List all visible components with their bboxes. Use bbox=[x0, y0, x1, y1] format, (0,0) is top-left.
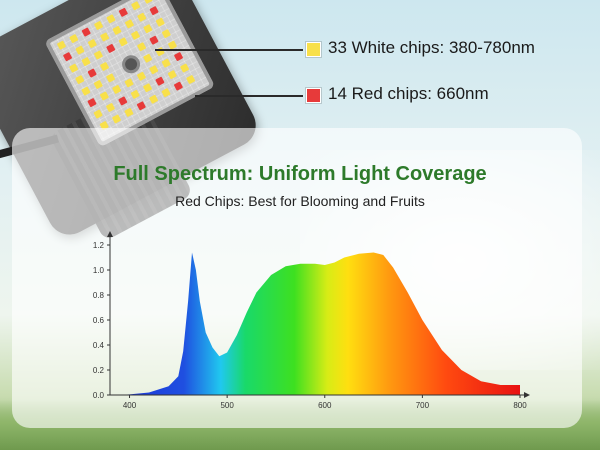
white-led-chip bbox=[105, 73, 116, 83]
white-led-chip bbox=[111, 84, 122, 95]
x-tick-label: 500 bbox=[220, 401, 234, 410]
white-led-chip bbox=[161, 87, 171, 98]
white-led-chip bbox=[136, 42, 147, 52]
white-led-chip bbox=[142, 53, 153, 63]
x-tick-label: 700 bbox=[416, 401, 430, 410]
white-led-chip bbox=[149, 64, 159, 75]
white-led-chip bbox=[186, 74, 196, 85]
red-led-chip bbox=[173, 51, 184, 62]
white-led-chip bbox=[143, 0, 153, 4]
spectrum-chart: 0.0 0.2 0.4 0.6 0.8 1.0 1.2 400 500 600 700 800 bbox=[93, 231, 530, 410]
white-led-chip bbox=[136, 71, 147, 82]
white-chip-label: 33 White chips: 380-780nm bbox=[328, 38, 535, 57]
white-led-chip bbox=[93, 20, 104, 31]
white-led-chip bbox=[161, 28, 172, 39]
white-chip-leader-line bbox=[155, 49, 303, 51]
center-dot-icon bbox=[122, 56, 140, 73]
y-tick-label: 0.0 bbox=[93, 391, 105, 400]
white-led-chip bbox=[68, 63, 79, 73]
white-led-chip bbox=[137, 12, 147, 22]
white-led-chip bbox=[81, 86, 91, 96]
red-led-chip bbox=[118, 96, 128, 106]
spectrum-area bbox=[110, 252, 520, 395]
white-led-chip bbox=[106, 14, 116, 24]
red-led-chip bbox=[173, 81, 184, 91]
white-led-chip bbox=[75, 45, 85, 55]
red-led-chip bbox=[106, 43, 116, 54]
white-led-chip bbox=[124, 19, 135, 29]
white-led-chip bbox=[130, 30, 141, 41]
white-led-chip bbox=[124, 78, 134, 88]
red-led-chip bbox=[118, 7, 129, 18]
white-led-chip bbox=[130, 89, 140, 100]
white-led-chip bbox=[155, 17, 165, 27]
red-led-chip bbox=[136, 101, 147, 111]
y-tick-label: 1.2 bbox=[93, 241, 105, 250]
white-led-chip bbox=[179, 63, 190, 73]
red-chip-swatch bbox=[306, 88, 321, 103]
white-led-chip bbox=[105, 102, 116, 113]
white-led-chip bbox=[75, 74, 85, 85]
red-led-chip bbox=[149, 5, 159, 16]
y-axis-arrow bbox=[107, 231, 113, 237]
white-chip-swatch bbox=[306, 42, 321, 57]
red-led-chip bbox=[62, 51, 73, 62]
y-tick-label: 0.6 bbox=[93, 316, 105, 325]
red-chip-leader-line bbox=[195, 95, 303, 97]
plot-area: 0.0 0.2 0.4 0.6 0.8 1.0 1.2 400 500 600 700 800 bbox=[93, 231, 530, 410]
white-led-chip bbox=[118, 37, 128, 47]
white-led-chip bbox=[93, 79, 103, 90]
white-led-chip bbox=[93, 50, 104, 60]
white-led-chip bbox=[93, 109, 103, 119]
white-led-chip bbox=[87, 38, 98, 49]
y-tick-label: 0.4 bbox=[93, 341, 105, 350]
red-led-chip bbox=[87, 68, 97, 78]
red-led-chip bbox=[149, 35, 159, 45]
white-led-chip bbox=[99, 91, 110, 101]
red-led-chip bbox=[81, 27, 91, 37]
red-chip-label: 14 Red chips: 660nm bbox=[328, 84, 489, 103]
y-tick-label: 1.0 bbox=[93, 266, 105, 275]
white-led-chip bbox=[99, 32, 110, 42]
white-led-chip bbox=[56, 40, 67, 50]
y-tick-label: 0.2 bbox=[93, 366, 105, 375]
white-led-chip bbox=[148, 94, 159, 104]
x-tick-label: 400 bbox=[123, 401, 137, 410]
red-led-chip bbox=[155, 76, 165, 86]
white-led-chip bbox=[130, 1, 141, 11]
white-led-chip bbox=[143, 23, 153, 34]
y-tick-label: 0.8 bbox=[93, 291, 105, 300]
white-led-chip bbox=[142, 83, 153, 93]
page-title: Full Spectrum: Uniform Light Coverage bbox=[113, 163, 487, 185]
white-led-chip bbox=[124, 107, 134, 118]
white-led-chip bbox=[167, 69, 178, 80]
red-led-chip bbox=[87, 97, 97, 108]
page-subtitle: Red Chips: Best for Blooming and Fruits bbox=[175, 193, 425, 209]
white-led-chip bbox=[111, 114, 122, 124]
white-led-chip bbox=[161, 58, 171, 68]
white-led-chip bbox=[112, 25, 122, 36]
x-axis-arrow bbox=[524, 392, 530, 398]
x-tick-label: 600 bbox=[318, 401, 332, 410]
white-led-chip bbox=[99, 61, 110, 72]
white-led-chip bbox=[69, 33, 79, 44]
white-led-chip bbox=[81, 56, 91, 67]
x-tick-label: 800 bbox=[513, 401, 527, 410]
